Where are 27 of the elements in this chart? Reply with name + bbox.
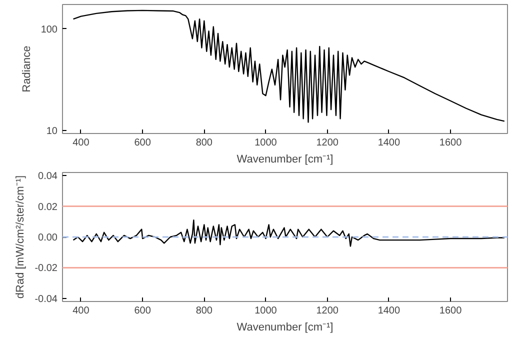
x-tick-label: 1200 [316,306,339,316]
x-tick-label: 1200 [316,138,339,148]
x-tick-label: 800 [196,306,213,316]
y-axis-title: Radiance [20,46,33,92]
x-axis-title: Wavenumber [cm⁻¹] [236,154,334,166]
x-tick-label: 1000 [254,138,278,148]
x-tick-label: 400 [72,306,90,316]
y-tick-label: -0.02 [34,263,58,274]
y-tick-label: 0.04 [38,171,58,182]
x-tick-label: 1400 [378,306,400,316]
y-tick-label: 0.00 [38,232,58,244]
x-axis-title: Wavenumber [cm⁻¹] [236,322,334,334]
y-tick-label: 10 [46,126,58,137]
x-tick-label: 800 [196,138,213,148]
x-tick-label: 400 [72,138,90,148]
x-tick-label: 1000 [254,306,278,316]
x-tick-label: 1600 [439,306,462,316]
x-tick-label: 600 [134,306,152,316]
y-tick-label: 0.02 [38,202,58,213]
x-tick-label: 600 [134,138,152,148]
line-series [72,10,506,123]
y-axis-title: dRad [mW/cm²/ster/cm⁻¹] [14,175,27,299]
line-series [72,220,506,247]
x-tick-label: 1400 [378,138,400,148]
y-tick-label: -0.04 [34,294,58,305]
y-tick-label: 100 [40,24,58,36]
x-tick-label: 1600 [439,138,462,148]
